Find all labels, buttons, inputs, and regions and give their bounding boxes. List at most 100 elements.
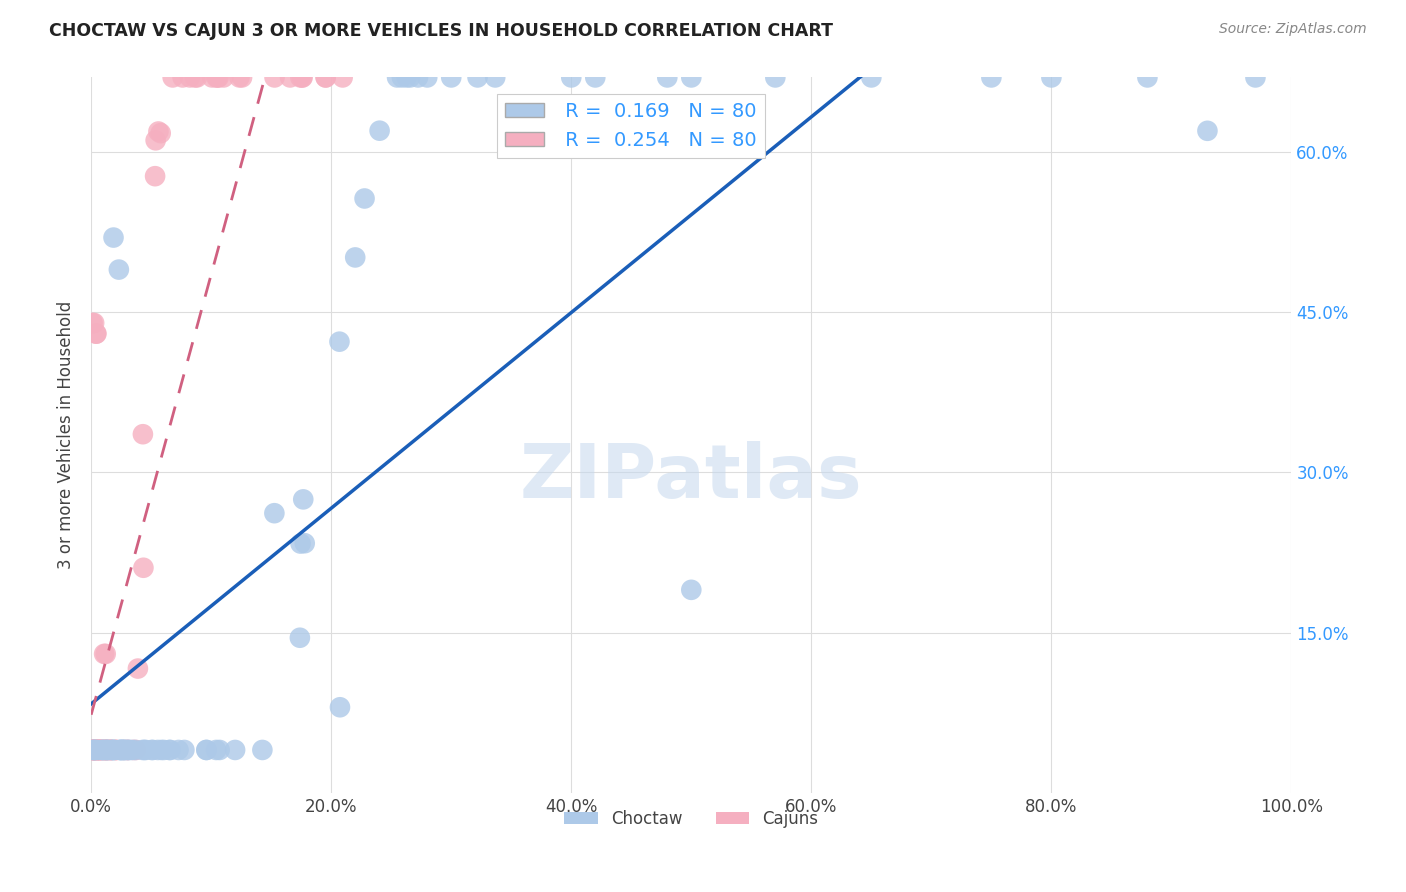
Point xyxy=(82,743,104,757)
Point xyxy=(315,70,337,85)
Point xyxy=(484,70,506,85)
Point xyxy=(135,743,157,757)
Point xyxy=(344,251,367,265)
Point xyxy=(179,70,201,85)
Text: CHOCTAW VS CAJUN 3 OR MORE VEHICLES IN HOUSEHOLD CORRELATION CHART: CHOCTAW VS CAJUN 3 OR MORE VEHICLES IN H… xyxy=(49,22,834,40)
Point xyxy=(467,70,489,85)
Point xyxy=(332,70,354,85)
Point xyxy=(195,743,218,757)
Point xyxy=(84,743,107,757)
Point xyxy=(96,743,118,757)
Point xyxy=(94,647,117,661)
Point xyxy=(681,70,703,85)
Point xyxy=(86,326,108,341)
Text: Source: ZipAtlas.com: Source: ZipAtlas.com xyxy=(1219,22,1367,37)
Point xyxy=(91,743,114,757)
Point xyxy=(112,743,135,757)
Point xyxy=(104,743,127,757)
Point xyxy=(1244,70,1267,85)
Point xyxy=(399,70,422,85)
Point xyxy=(117,743,139,757)
Point xyxy=(205,743,228,757)
Point xyxy=(290,70,312,85)
Point xyxy=(93,743,115,757)
Point xyxy=(132,427,155,442)
Point xyxy=(131,743,153,757)
Point xyxy=(201,70,224,85)
Point xyxy=(290,536,312,550)
Point xyxy=(184,70,207,85)
Point xyxy=(87,743,110,757)
Point xyxy=(100,743,122,757)
Point xyxy=(91,743,114,757)
Point xyxy=(93,743,115,757)
Point xyxy=(162,70,184,85)
Point xyxy=(96,743,118,757)
Point xyxy=(83,743,105,757)
Point xyxy=(112,743,135,757)
Point xyxy=(98,743,121,757)
Point xyxy=(231,70,253,85)
Point xyxy=(82,316,104,330)
Point xyxy=(291,70,314,85)
Point xyxy=(110,743,132,757)
Point xyxy=(83,316,105,330)
Point xyxy=(1136,70,1159,85)
Point xyxy=(110,743,132,757)
Point xyxy=(101,743,124,757)
Point xyxy=(103,743,125,757)
Point xyxy=(122,743,145,757)
Point xyxy=(143,169,166,184)
Point xyxy=(105,743,128,757)
Point xyxy=(288,631,311,645)
Point xyxy=(1197,124,1219,138)
Point xyxy=(208,70,231,85)
Point xyxy=(83,743,105,757)
Point xyxy=(212,70,235,85)
Point xyxy=(440,70,463,85)
Point xyxy=(98,743,121,757)
Point xyxy=(860,70,883,85)
Point xyxy=(148,124,170,138)
Point xyxy=(195,743,218,757)
Point xyxy=(157,743,180,757)
Point xyxy=(87,743,110,757)
Point xyxy=(108,743,131,757)
Point xyxy=(83,743,105,757)
Point xyxy=(228,70,250,85)
Point xyxy=(84,743,107,757)
Y-axis label: 3 or more Vehicles in Household: 3 or more Vehicles in Household xyxy=(58,301,75,569)
Point xyxy=(89,743,111,757)
Point xyxy=(173,743,195,757)
Point xyxy=(90,743,112,757)
Point xyxy=(159,743,181,757)
Point xyxy=(96,743,118,757)
Point xyxy=(186,70,208,85)
Point xyxy=(141,743,163,757)
Point xyxy=(96,743,118,757)
Point xyxy=(149,126,172,140)
Point xyxy=(132,561,155,575)
Point xyxy=(84,743,107,757)
Point xyxy=(84,743,107,757)
Point xyxy=(208,743,231,757)
Point xyxy=(83,743,105,757)
Point xyxy=(172,70,194,85)
Point xyxy=(153,743,176,757)
Point xyxy=(583,70,606,85)
Point xyxy=(292,492,315,507)
Point xyxy=(82,743,104,757)
Point xyxy=(980,70,1002,85)
Point xyxy=(560,70,582,85)
Point xyxy=(294,536,316,550)
Legend: Choctaw, Cajuns: Choctaw, Cajuns xyxy=(558,803,825,834)
Point xyxy=(100,743,122,757)
Point xyxy=(91,743,114,757)
Point xyxy=(368,124,391,138)
Point xyxy=(103,743,125,757)
Point xyxy=(395,70,418,85)
Point xyxy=(391,70,413,85)
Point xyxy=(86,743,108,757)
Point xyxy=(124,743,146,757)
Point xyxy=(291,70,314,85)
